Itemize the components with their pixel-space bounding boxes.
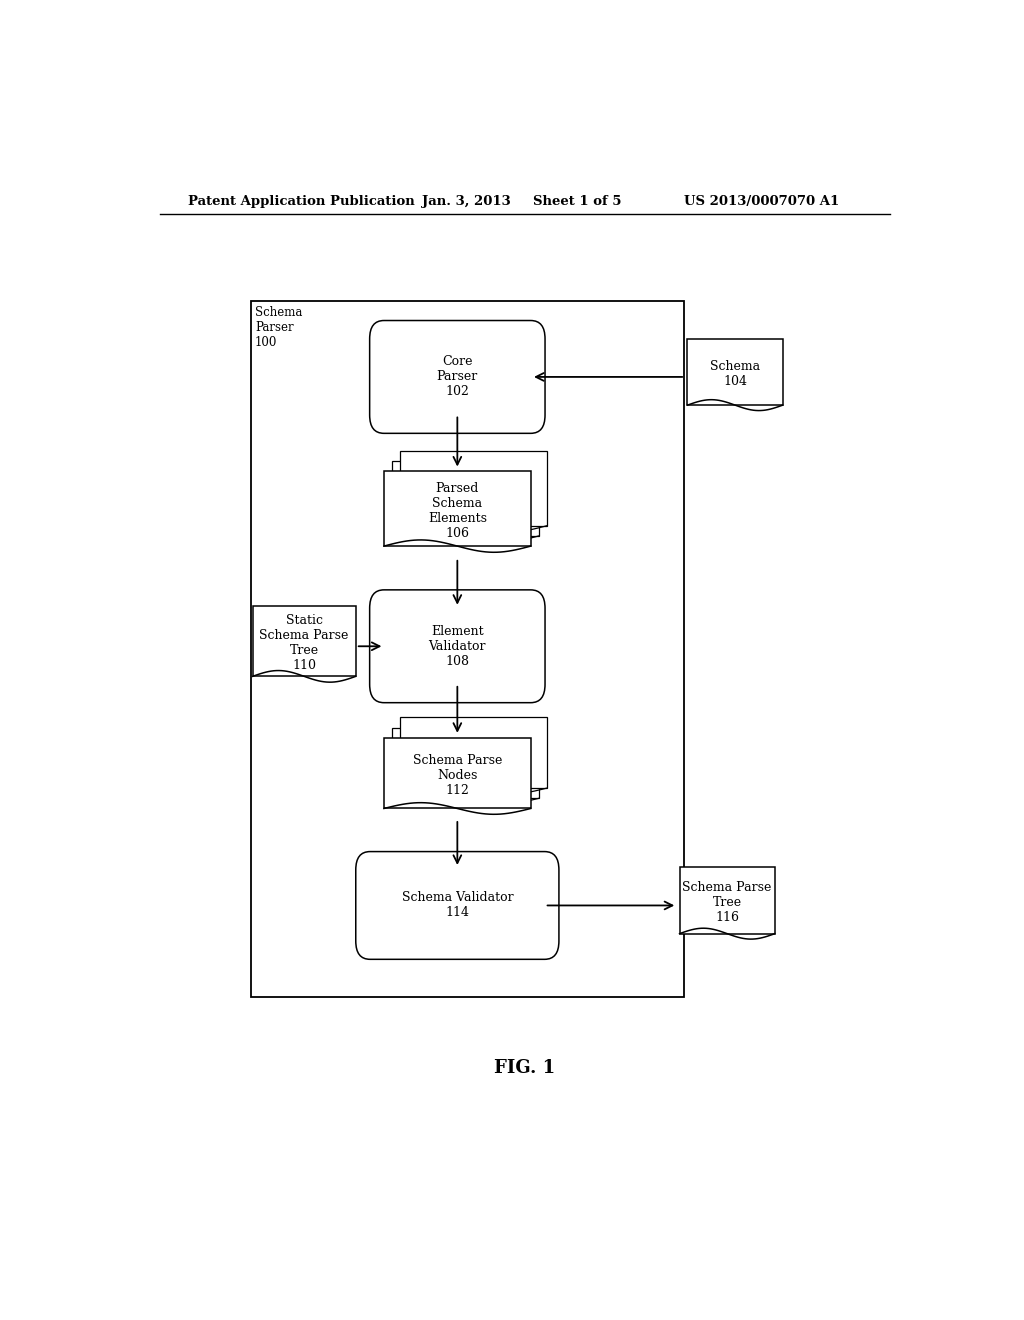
FancyBboxPatch shape	[251, 301, 684, 997]
FancyBboxPatch shape	[687, 339, 782, 405]
FancyBboxPatch shape	[392, 461, 539, 536]
FancyBboxPatch shape	[370, 590, 545, 702]
Text: Schema Parse
Nodes
112: Schema Parse Nodes 112	[413, 754, 502, 797]
FancyBboxPatch shape	[384, 471, 530, 546]
Text: Element
Validator
108: Element Validator 108	[429, 624, 486, 668]
FancyBboxPatch shape	[680, 867, 775, 933]
Text: US 2013/0007070 A1: US 2013/0007070 A1	[684, 194, 839, 207]
Text: Schema
Parser
100: Schema Parser 100	[255, 306, 302, 348]
Text: Static
Schema Parse
Tree
110: Static Schema Parse Tree 110	[259, 614, 349, 672]
Text: Schema Parse
Tree
116: Schema Parse Tree 116	[682, 880, 772, 924]
FancyBboxPatch shape	[392, 727, 539, 799]
FancyBboxPatch shape	[370, 321, 545, 433]
Text: Parsed
Schema
Elements
106: Parsed Schema Elements 106	[428, 482, 486, 540]
Text: FIG. 1: FIG. 1	[495, 1059, 555, 1077]
Text: Patent Application Publication: Patent Application Publication	[187, 194, 415, 207]
Text: Schema Validator
114: Schema Validator 114	[401, 891, 513, 920]
Text: Jan. 3, 2013: Jan. 3, 2013	[422, 194, 510, 207]
Text: Core
Parser
102: Core Parser 102	[436, 355, 478, 399]
FancyBboxPatch shape	[355, 851, 559, 960]
Text: Schema
104: Schema 104	[710, 360, 760, 388]
FancyBboxPatch shape	[399, 450, 547, 525]
FancyBboxPatch shape	[253, 606, 355, 676]
Text: Sheet 1 of 5: Sheet 1 of 5	[532, 194, 622, 207]
FancyBboxPatch shape	[384, 738, 530, 808]
FancyBboxPatch shape	[399, 718, 547, 788]
